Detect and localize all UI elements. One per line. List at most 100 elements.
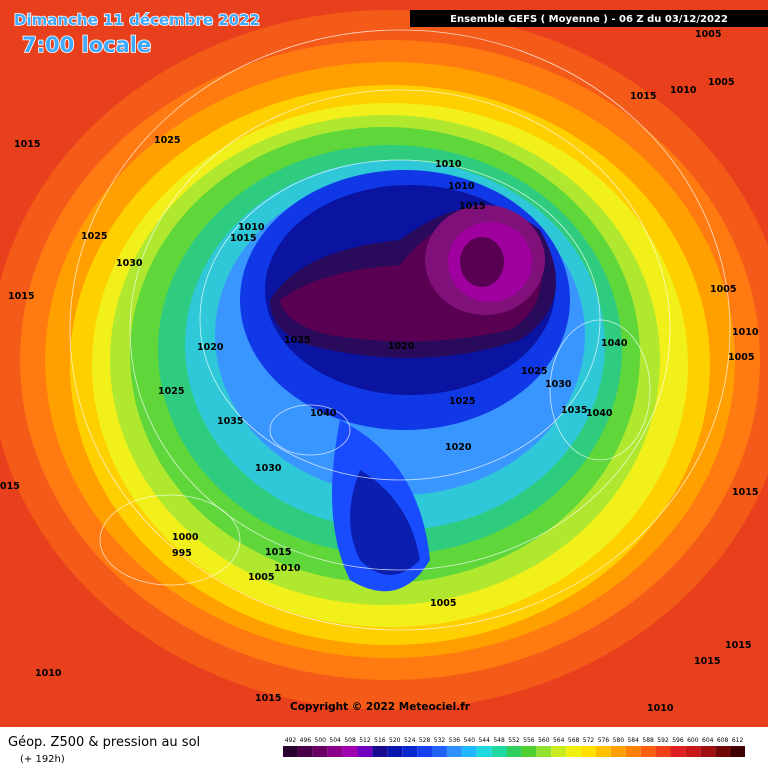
scale-swatch: [357, 746, 373, 757]
scale-label: 528: [419, 737, 431, 744]
isobar-label: 1035: [217, 416, 243, 427]
scale-label: 520: [389, 737, 401, 744]
scale-swatch: [715, 746, 731, 757]
isobar-label: 1015: [265, 547, 291, 558]
isobar-label: 1025: [284, 335, 310, 346]
scale-label: 596: [672, 737, 684, 744]
scale-swatch: [551, 746, 567, 757]
scale-swatch: [536, 746, 552, 757]
isobar-label: 1010: [238, 222, 265, 233]
isobar-label: 1015: [8, 291, 34, 302]
scale-label: 592: [657, 737, 669, 744]
isobar-label: 1020: [388, 341, 415, 352]
scale-label: 524: [404, 737, 416, 744]
scale-label: 588: [642, 737, 654, 744]
model-info: Ensemble GEFS ( Moyenne ) - 06 Z du 03/1…: [450, 14, 728, 25]
scale-label: 556: [523, 737, 535, 744]
isobar-label: 1010: [435, 159, 462, 170]
isobar-label: 1025: [154, 135, 180, 146]
isobar-label: 1010: [35, 668, 62, 679]
scale-swatch: [566, 746, 582, 757]
scale-swatch: [491, 746, 507, 757]
isobar-label: 1000: [172, 532, 199, 543]
isobar-label: 1005: [728, 352, 754, 363]
isobar-label: 1015: [725, 640, 751, 651]
legend-title: Géop. Z500 & pression au sol: [8, 735, 200, 750]
scale-label: 540: [464, 737, 476, 744]
scale-swatch: [730, 746, 745, 757]
scale-label: 576: [598, 737, 610, 744]
scale-swatch: [521, 746, 537, 757]
isobar-label: 1005: [710, 284, 736, 295]
scale-swatch: [506, 746, 522, 757]
scale-label: 560: [538, 737, 550, 744]
isobar-label: 1030: [545, 379, 572, 390]
isobar-label: 1025: [81, 231, 107, 242]
scale-swatch: [402, 746, 418, 757]
legend-subtitle: (+ 192h): [20, 754, 65, 765]
scale-swatch: [446, 746, 462, 757]
scale-label: 584: [627, 737, 639, 744]
scale-label: 580: [613, 737, 625, 744]
scale-swatch: [312, 746, 328, 757]
isobar-label: 1025: [449, 396, 475, 407]
scale-label: 512: [359, 737, 371, 744]
scale-label: 600: [687, 737, 699, 744]
scale-swatch: [327, 746, 343, 757]
scale-swatch: [655, 746, 671, 757]
color-scale: 492 496 500 504 508 512 516 520 524 528 532 536 540 5…: [283, 737, 745, 757]
isobar-label: 1015: [630, 91, 656, 102]
scale-label: 572: [583, 737, 595, 744]
isobar-label: 1010: [647, 703, 674, 714]
scale-label: 552: [508, 737, 520, 744]
scale-swatch: [461, 746, 477, 757]
model-banner: [410, 10, 768, 27]
scale-label: 548: [493, 737, 505, 744]
isobar-label: 1010: [274, 563, 301, 574]
isobar-label: 1030: [116, 258, 143, 269]
scale-label: 568: [568, 737, 580, 744]
scale-swatch: [595, 746, 611, 757]
scale-label: 500: [315, 737, 327, 744]
scale-label: 504: [329, 737, 341, 744]
isobar-label: 1020: [445, 442, 472, 453]
scale-swatch: [670, 746, 686, 757]
isobar-label: 1015: [732, 487, 758, 498]
scale-swatch: [476, 746, 492, 757]
isobar-label: 1015: [255, 693, 281, 704]
scale-label: 496: [300, 737, 312, 744]
scale-label: 564: [553, 737, 565, 744]
scale-swatch: [685, 746, 701, 757]
isobar-label: 1015: [459, 201, 485, 212]
isobar-label: 1005: [695, 29, 721, 40]
scale-swatch: [387, 746, 403, 757]
scale-label: 544: [478, 737, 490, 744]
isobar-label: 1015: [230, 233, 256, 244]
scale-label: 532: [434, 737, 446, 744]
scale-label: 492: [285, 737, 297, 744]
isobars: [69, 29, 731, 631]
scale-swatch: [610, 746, 626, 757]
isobar-label: 1015: [14, 139, 40, 150]
isobar-label: 1005: [708, 77, 734, 88]
scale-label: 608: [717, 737, 729, 744]
scale-swatch: [417, 746, 433, 757]
isobar-label: 1020: [197, 342, 224, 353]
scale-swatch: [625, 746, 641, 757]
height-field: [0, 0, 768, 727]
scale-label: 516: [374, 737, 386, 744]
scale-swatch: [342, 746, 358, 757]
scale-swatch: [283, 746, 298, 757]
isobar-label: 015: [0, 481, 20, 492]
isobar-label: 1015: [694, 656, 720, 667]
scale-swatch: [372, 746, 388, 757]
isobar-label: 1010: [670, 85, 697, 96]
isobar-label: 995: [172, 548, 192, 559]
scale-label: 604: [702, 737, 714, 744]
isobar-label: 1005: [248, 572, 274, 583]
isobar-label: 1025: [158, 386, 184, 397]
scale-swatch: [432, 746, 447, 757]
isobar-label: 1040: [601, 338, 628, 349]
scale-swatch: [700, 746, 716, 757]
